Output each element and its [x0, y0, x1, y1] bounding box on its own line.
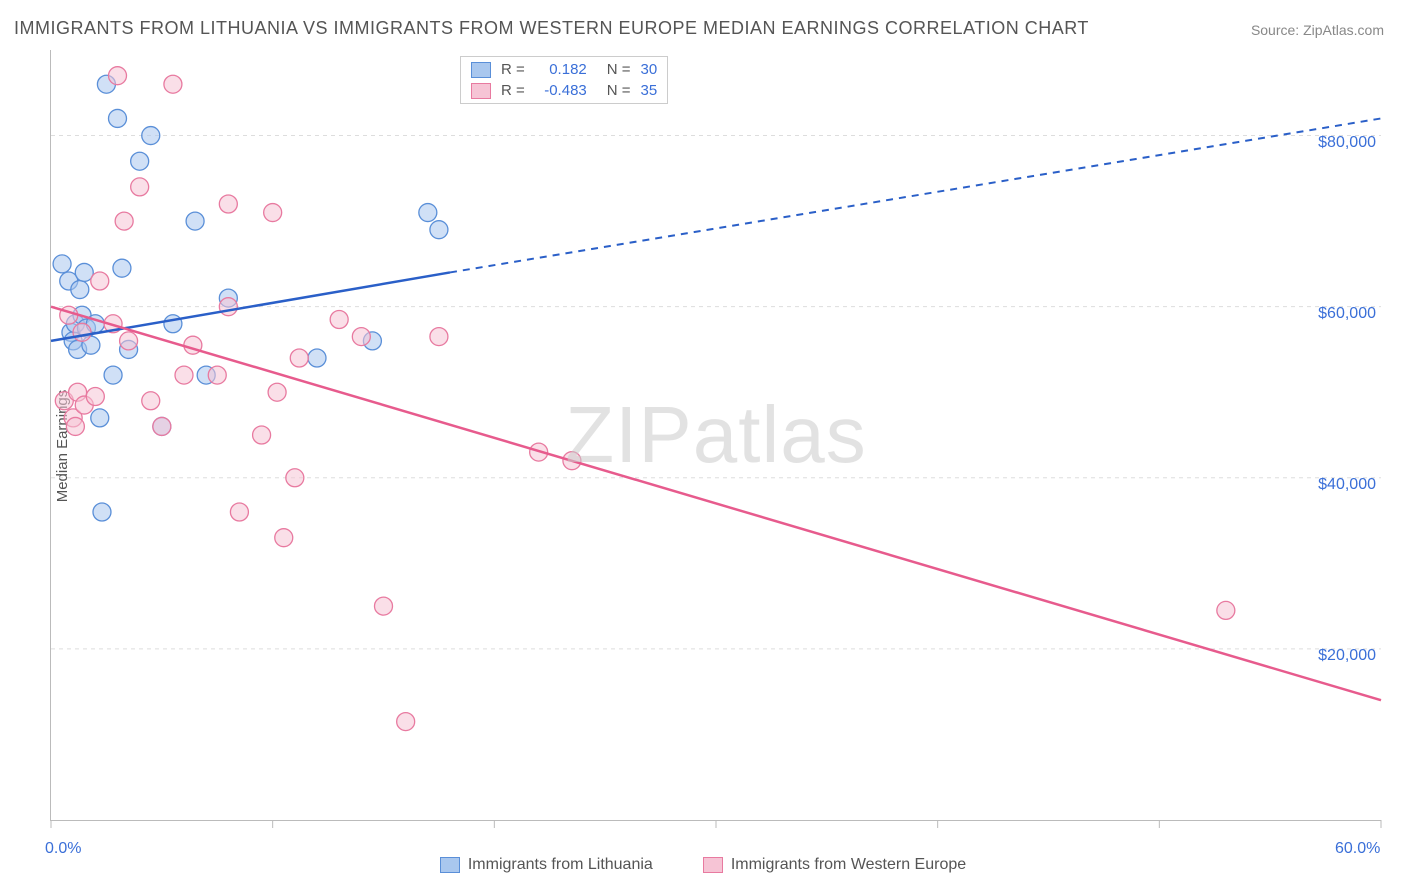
scatter-point-western_europe — [164, 75, 182, 93]
legend-swatch — [471, 83, 491, 99]
scatter-point-lithuania — [419, 204, 437, 222]
trend-line-ext-lithuania — [450, 118, 1381, 272]
chart-svg — [51, 50, 1381, 820]
stat-r-value: 0.182 — [535, 61, 587, 78]
y-tick-label: $80,000 — [1318, 134, 1376, 152]
scatter-point-western_europe — [352, 328, 370, 346]
stat-legend-row: R = 0.182 N = 30 — [461, 59, 667, 80]
scatter-point-western_europe — [73, 323, 91, 341]
stat-n-value: 35 — [641, 82, 658, 99]
source-attribution: Source: ZipAtlas.com — [1251, 22, 1384, 38]
series-legend-item: Immigrants from Lithuania — [440, 856, 653, 874]
y-tick-label: $20,000 — [1318, 647, 1376, 665]
scatter-point-western_europe — [375, 597, 393, 615]
plot-area: ZIPatlas — [50, 50, 1381, 821]
scatter-point-western_europe — [142, 392, 160, 410]
scatter-point-lithuania — [142, 127, 160, 145]
scatter-point-western_europe — [120, 332, 138, 350]
scatter-point-lithuania — [430, 221, 448, 239]
series-label: Immigrants from Lithuania — [468, 856, 653, 874]
scatter-point-western_europe — [264, 204, 282, 222]
scatter-point-western_europe — [153, 417, 171, 435]
scatter-point-western_europe — [268, 383, 286, 401]
stat-legend: R = 0.182 N = 30 R = -0.483 N = 35 — [460, 56, 668, 104]
stat-r-value: -0.483 — [535, 82, 587, 99]
scatter-point-western_europe — [290, 349, 308, 367]
stat-r-label: R = — [501, 82, 525, 99]
series-legend-item: Immigrants from Western Europe — [703, 856, 966, 874]
scatter-point-lithuania — [93, 503, 111, 521]
scatter-point-lithuania — [131, 152, 149, 170]
scatter-point-lithuania — [104, 366, 122, 384]
scatter-point-western_europe — [430, 328, 448, 346]
scatter-point-western_europe — [286, 469, 304, 487]
stat-n-value: 30 — [641, 61, 658, 78]
scatter-point-lithuania — [53, 255, 71, 273]
scatter-point-western_europe — [109, 67, 127, 85]
stat-r-label: R = — [501, 61, 525, 78]
series-legend: Immigrants from Lithuania Immigrants from… — [0, 856, 1406, 874]
chart-title: IMMIGRANTS FROM LITHUANIA VS IMMIGRANTS … — [14, 18, 1089, 39]
series-label: Immigrants from Western Europe — [731, 856, 966, 874]
scatter-point-western_europe — [397, 713, 415, 731]
scatter-point-western_europe — [115, 212, 133, 230]
scatter-point-western_europe — [1217, 601, 1235, 619]
scatter-point-western_europe — [86, 388, 104, 406]
stat-legend-row: R = -0.483 N = 35 — [461, 80, 667, 101]
stat-n-label: N = — [607, 61, 631, 78]
scatter-point-lithuania — [113, 259, 131, 277]
stat-n-label: N = — [607, 82, 631, 99]
scatter-point-western_europe — [253, 426, 271, 444]
scatter-point-western_europe — [91, 272, 109, 290]
legend-swatch — [703, 857, 723, 873]
y-tick-label: $60,000 — [1318, 305, 1376, 323]
trend-line-western_europe — [51, 307, 1381, 701]
scatter-point-western_europe — [175, 366, 193, 384]
y-tick-label: $40,000 — [1318, 476, 1376, 494]
scatter-point-lithuania — [91, 409, 109, 427]
x-tick-label: 0.0% — [45, 840, 81, 858]
scatter-point-western_europe — [219, 298, 237, 316]
scatter-point-lithuania — [109, 109, 127, 127]
scatter-point-lithuania — [164, 315, 182, 333]
scatter-point-lithuania — [186, 212, 204, 230]
x-tick-label: 60.0% — [1335, 840, 1380, 858]
scatter-point-western_europe — [131, 178, 149, 196]
scatter-point-western_europe — [208, 366, 226, 384]
scatter-point-western_europe — [230, 503, 248, 521]
legend-swatch — [440, 857, 460, 873]
scatter-point-western_europe — [275, 529, 293, 547]
legend-swatch — [471, 62, 491, 78]
scatter-point-lithuania — [71, 281, 89, 299]
scatter-point-western_europe — [330, 311, 348, 329]
scatter-point-western_europe — [66, 417, 84, 435]
scatter-point-lithuania — [308, 349, 326, 367]
scatter-point-western_europe — [219, 195, 237, 213]
